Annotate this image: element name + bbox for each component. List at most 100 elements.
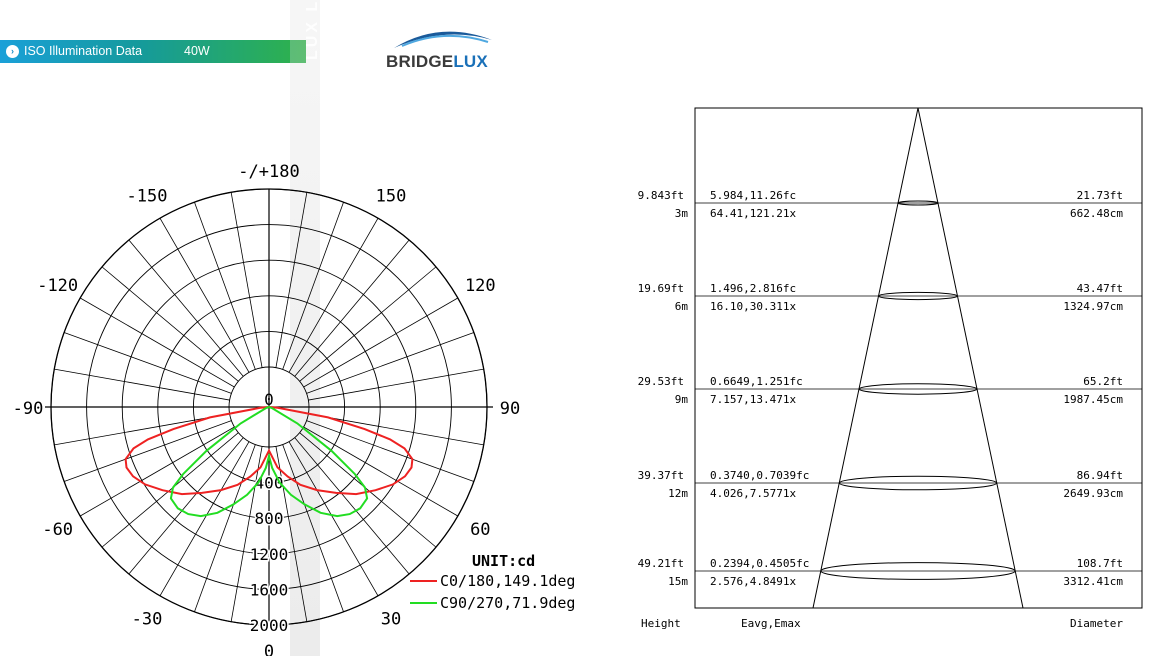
angle-label: -120 [37, 276, 78, 296]
cone-border [694, 107, 1143, 609]
height-ft: 29.53ft [638, 375, 684, 388]
unit-label: UNIT:cd [472, 552, 535, 570]
header-banner: › ISO Illumination Data 40W [0, 40, 306, 63]
series-line-0 [124, 405, 414, 496]
spoke [101, 432, 239, 548]
illuminance-fc: 0.3740,0.7039fc [710, 469, 809, 482]
spoke [230, 192, 263, 368]
angle-label: 150 [376, 187, 407, 207]
height-ft: 9.843ft [638, 189, 684, 202]
angle-label: -/+180 [238, 162, 299, 182]
spoke [54, 413, 230, 446]
series-line-1 [169, 405, 369, 518]
spoke [299, 432, 437, 548]
diameter-ft: 43.47ft [1077, 282, 1123, 295]
col-label-illum: Eavg,Emax [741, 617, 801, 630]
diameter-ft: 21.73ft [1077, 189, 1123, 202]
col-label-height: Height [641, 617, 681, 630]
spoke [128, 437, 244, 575]
beam-ellipse [838, 475, 998, 491]
angle-label: -60 [42, 520, 73, 540]
height-m: 12m [668, 487, 688, 500]
angle-label: -30 [132, 609, 163, 629]
illuminance-fc: 0.2394,0.4505fc [710, 557, 809, 570]
height-ft: 39.37ft [638, 469, 684, 482]
spoke [64, 332, 232, 394]
height-m: 6m [675, 300, 689, 313]
diameter-cm: 662.48cm [1070, 207, 1123, 220]
illuminance-fc: 1.496,2.816fc [710, 282, 796, 295]
spoke [282, 444, 344, 612]
cone-rows: 9.843ft 3m 5.984,11.26fc 64.41,121.21x 21.73… [638, 189, 1142, 588]
polar-intensity-chart: -/+180-150 150-120 120-90 90-60 60-30 3000400… [13, 162, 576, 656]
diameter-ft: 65.2ft [1083, 375, 1123, 388]
cone-edge-left [812, 107, 919, 609]
spoke [80, 426, 235, 517]
radial-tick-label: 1600 [250, 580, 289, 599]
spoke [54, 368, 230, 401]
brand-logo: BRIDGELUX [380, 26, 500, 76]
legend-label-1: C90/270,71.9deg [440, 594, 575, 612]
angle-label: -90 [13, 399, 44, 419]
diameter-ft: 86.94ft [1077, 469, 1123, 482]
spoke [308, 413, 484, 446]
radial-tick-label: 1200 [250, 545, 289, 564]
spoke [64, 420, 232, 482]
spoke [288, 441, 379, 596]
illuminance-lx: 16.10,30.311x [710, 300, 796, 313]
spoke [303, 426, 458, 517]
beam-ellipse [897, 200, 939, 206]
height-ft: 49.21ft [638, 557, 684, 570]
beam-ellipse [820, 562, 1016, 580]
illuminance-cone-chart: 9.843ft 3m 5.984,11.26fc 64.41,121.21x 21.73… [638, 107, 1143, 630]
illuminance-lx: 2.576,4.8491x [710, 575, 796, 588]
spoke [308, 368, 484, 401]
cone-frame [694, 107, 1143, 609]
spoke [306, 332, 474, 394]
polar-series [124, 405, 414, 518]
angle-label: 60 [470, 520, 490, 540]
angle-label: 120 [465, 276, 496, 296]
diameter-cm: 1324.97cm [1063, 300, 1123, 313]
spoke [194, 202, 256, 370]
logo-swoosh [394, 31, 492, 48]
legend-label-0: C0/180,149.1deg [440, 572, 575, 590]
polar-legend: UNIT:cd C0/180,149.1deg C90/270,71.9deg [410, 552, 575, 612]
cone-column-labels: Height Eavg,Emax Diameter [641, 617, 1123, 630]
spoke [303, 297, 458, 388]
spoke [275, 446, 308, 622]
beam-ellipse [878, 291, 958, 301]
diameter-cm: 1987.45cm [1063, 393, 1123, 406]
logo-wordmark: BRIDGELUX [386, 52, 488, 71]
radial-tick-label: 0 [264, 390, 274, 409]
spoke [230, 446, 263, 622]
angle-label: -150 [127, 187, 168, 207]
radial-tick-label: 2000 [250, 616, 289, 635]
spoke [101, 266, 239, 382]
spoke [159, 218, 250, 373]
illuminance-lx: 64.41,121.21x [710, 207, 796, 220]
cone-edge-right [917, 107, 1024, 609]
diameter-cm: 3312.41cm [1063, 575, 1123, 588]
spoke [194, 444, 256, 612]
spoke [306, 420, 474, 482]
diameter-ft: 108.7ft [1077, 557, 1123, 570]
illuminance-lx: 7.157,13.471x [710, 393, 796, 406]
diameter-cm: 2649.93cm [1063, 487, 1123, 500]
illuminance-fc: 0.6649,1.251fc [710, 375, 803, 388]
height-ft: 19.69ft [638, 282, 684, 295]
spoke [282, 202, 344, 370]
spoke [299, 266, 437, 382]
spoke [294, 239, 410, 377]
illuminance-fc: 5.984,11.26fc [710, 189, 796, 202]
illuminance-lx: 4.026,7.5771x [710, 487, 796, 500]
spoke [159, 441, 250, 596]
spoke [294, 437, 410, 575]
height-m: 9m [675, 393, 689, 406]
angle-label: 30 [381, 609, 401, 629]
banner-title: ISO Illumination Data [24, 44, 143, 58]
spoke [275, 192, 308, 368]
angle-label: 90 [500, 399, 520, 419]
col-label-diameter: Diameter [1070, 617, 1123, 630]
polar-grid [45, 188, 493, 626]
